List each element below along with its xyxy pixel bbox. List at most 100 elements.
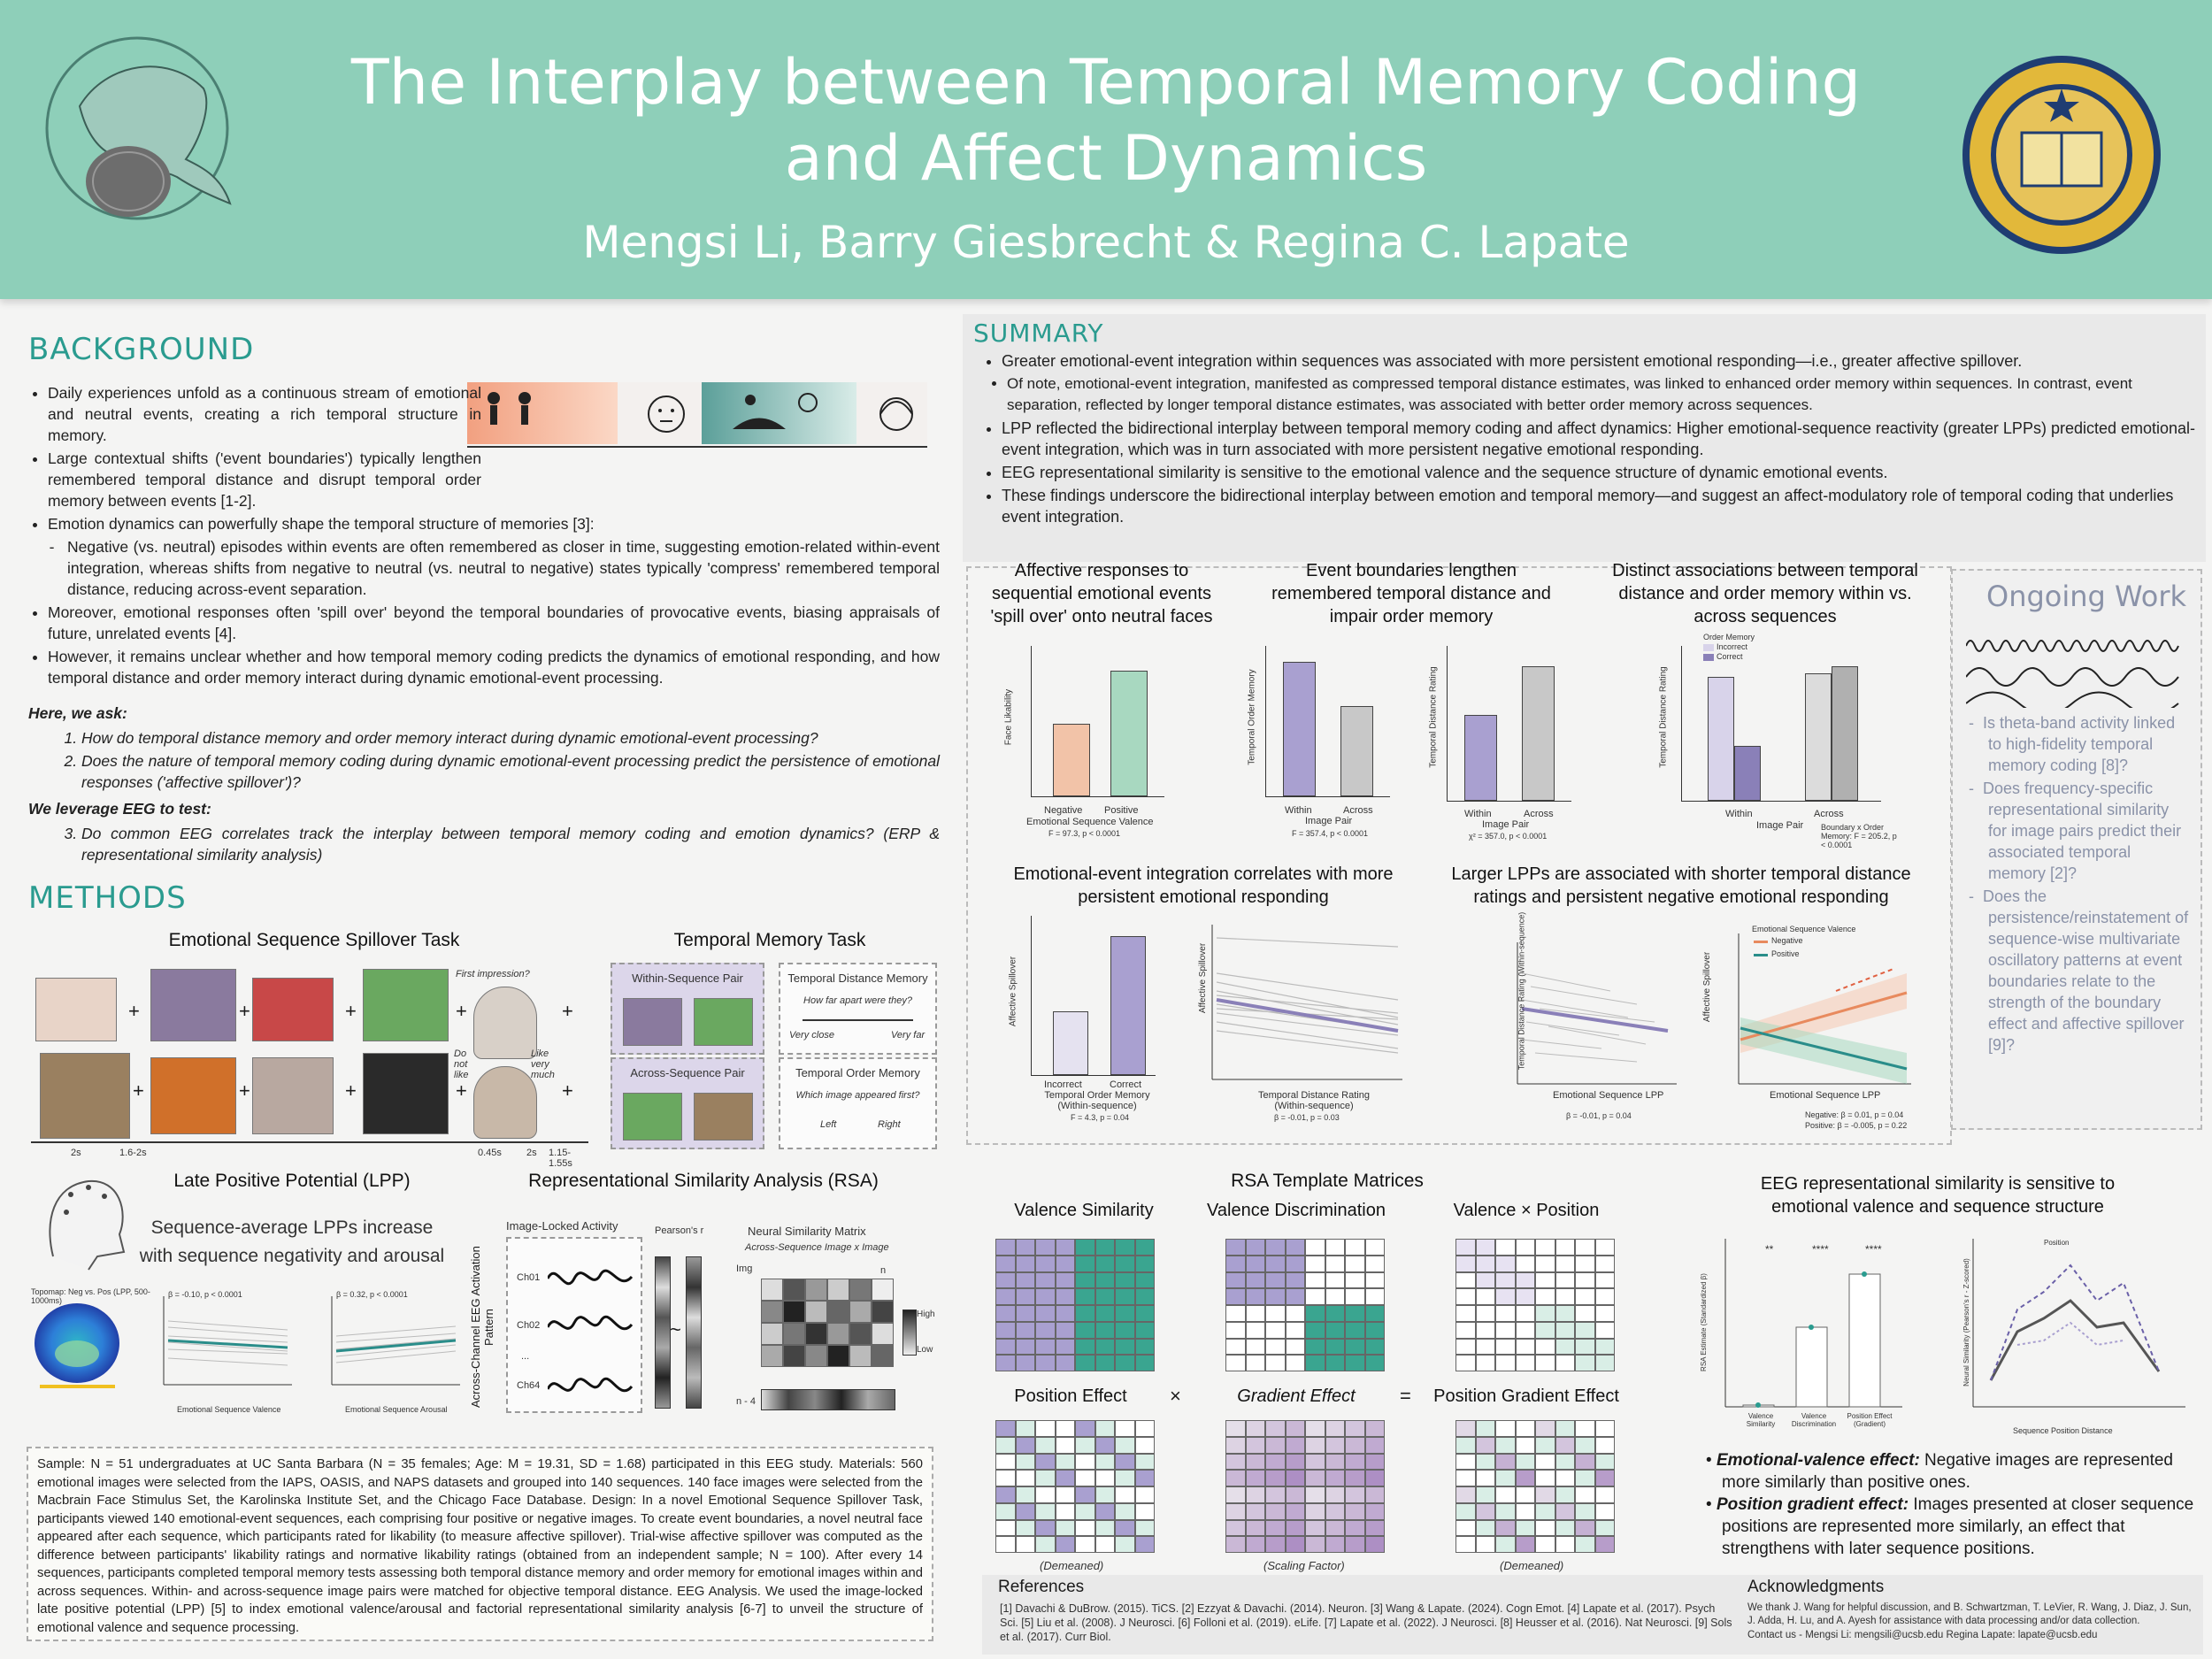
matrix-cell	[1364, 1536, 1385, 1553]
matrix-cell	[1555, 1502, 1575, 1520]
background-bullet-2: Large contextual shifts ('event boundari…	[48, 448, 481, 511]
matrix-cell	[1475, 1239, 1495, 1256]
matrix-6-title: Position Gradient Effect	[1433, 1386, 1619, 1406]
matrix-cell	[1345, 1255, 1365, 1272]
matrix-cell	[1015, 1321, 1035, 1339]
matrix-cell	[1495, 1288, 1516, 1305]
bar	[1522, 666, 1555, 801]
matrix-cell	[1015, 1239, 1035, 1256]
matrix-cell	[1364, 1338, 1385, 1356]
matrix-cell	[1134, 1255, 1155, 1272]
chart4-cat: Within	[1725, 809, 1753, 819]
matrix-cell	[1134, 1239, 1155, 1256]
matrix-cell	[1325, 1536, 1345, 1553]
background-heading: BACKGROUND	[28, 332, 255, 367]
matrix-cell	[1094, 1338, 1115, 1356]
legend-positive: Positive	[1771, 949, 1800, 958]
matrix-cell	[1325, 1271, 1345, 1289]
nsm-label: Neural Similarity Matrix	[748, 1225, 866, 1238]
background-text: Daily experiences unfold as a continuous…	[28, 382, 940, 867]
woman-face-icon	[879, 397, 913, 431]
star-label: **	[1765, 1243, 1774, 1256]
matrix-cell	[1225, 1502, 1246, 1520]
matrix-cell	[1265, 1420, 1286, 1437]
matrix-cell	[1305, 1519, 1325, 1537]
matrix-cell	[1265, 1519, 1286, 1537]
background-bullet-5: However, it remains unclear whether and …	[48, 646, 940, 688]
matrix-cell	[1345, 1453, 1365, 1471]
ongoing-item-2: - Does frequency-specific representation…	[1969, 780, 2182, 882]
matrix-cell	[1594, 1486, 1615, 1503]
matrix-cell	[1475, 1271, 1495, 1289]
ucsb-seal-icon	[1962, 56, 2161, 254]
chart8-stat-1: Negative: β = 0.01, p = 0.04	[1805, 1110, 1904, 1119]
matrix-cell	[1305, 1486, 1325, 1503]
chart2-xlabel: Image Pair	[1305, 816, 1353, 826]
matrix-cell	[1495, 1453, 1516, 1471]
matrix-cell	[1015, 1486, 1035, 1503]
matrix-cell	[1475, 1288, 1495, 1305]
matrix-cell	[1455, 1502, 1476, 1520]
matrix-cell	[1265, 1239, 1286, 1256]
eeg-bar-x: Valence Discrimination	[1791, 1412, 1837, 1428]
chart6-ylabel: Affective Spillover	[1198, 942, 1209, 1014]
matrix-cell	[1285, 1239, 1305, 1256]
finding-1-label: Emotional-valence effect:	[1716, 1451, 1920, 1470]
matrix-cell	[1515, 1271, 1535, 1289]
matrix-cell	[1455, 1305, 1476, 1322]
tom-label: Temporal Order Memory	[795, 1066, 920, 1079]
matrix-cell	[1245, 1536, 1265, 1553]
matrix-cell	[1515, 1305, 1535, 1322]
lpp-subtitle: Sequence-average LPPs increase with sequ…	[139, 1217, 445, 1266]
tdm-label: Temporal Distance Memory	[787, 972, 928, 985]
matrix-cell	[995, 1519, 1016, 1537]
matrix-cell	[1265, 1305, 1286, 1322]
lpp-stat-1: β = -0.10, p < 0.0001	[168, 1290, 242, 1299]
chart-spillover-order: Affective Spillover	[1000, 911, 1159, 1079]
spillover-task-diagram: First impression? Do not like Like very …	[31, 960, 588, 1169]
matrix-cell	[1594, 1470, 1615, 1486]
chart5-cat: Incorrect	[1044, 1079, 1082, 1090]
matrix-cell	[1345, 1305, 1365, 1322]
temporal-order-panel: Temporal Order Memory Which image appear…	[779, 1057, 937, 1149]
matrix-cell	[1055, 1321, 1075, 1339]
matrix-cell	[1535, 1453, 1555, 1471]
matrix-cell	[1305, 1536, 1325, 1553]
ack-text: We thank J. Wang for helpful discussion,…	[1747, 1602, 2192, 1626]
pearson-label: Pearson's r	[655, 1225, 704, 1236]
background-timeline-graphic	[467, 382, 927, 453]
matrix-cell	[1115, 1486, 1135, 1503]
matrix-cell	[1115, 1420, 1135, 1437]
matrix-cell	[1455, 1338, 1476, 1356]
matrix-cell	[1475, 1470, 1495, 1486]
matrix-cell	[1594, 1536, 1615, 1553]
matrix-cell	[1325, 1502, 1345, 1520]
matrix-cell	[1265, 1255, 1286, 1272]
matrix-cell	[1115, 1470, 1135, 1486]
matrix-cell	[1515, 1255, 1535, 1272]
matrix-cell	[1345, 1288, 1365, 1305]
matrix-cell	[1325, 1321, 1345, 1339]
rsa-title: Representational Similarity Analysis (RS…	[528, 1171, 879, 1191]
matrix-cell	[1265, 1470, 1286, 1486]
matrix-cell	[1455, 1239, 1476, 1256]
bar	[1053, 724, 1090, 796]
chart6-stat: β = -0.01, p = 0.03	[1274, 1113, 1340, 1122]
matrix-cell	[1515, 1239, 1535, 1256]
tom-question: Which image appeared first?	[795, 1090, 920, 1101]
matrix-cell	[1245, 1486, 1265, 1503]
matrix-cell	[1515, 1321, 1535, 1339]
matrix-4-title: Position Effect	[1014, 1386, 1127, 1406]
matrix-cell	[1285, 1536, 1305, 1553]
matrix-cell	[1265, 1355, 1286, 1371]
matrix-cell	[1115, 1338, 1135, 1356]
matrix-cell	[1594, 1420, 1615, 1437]
timing-label: 1.6-2s	[119, 1148, 147, 1158]
matrix-cell	[1134, 1271, 1155, 1289]
oscillation-icon	[1966, 640, 2179, 708]
matrix-cell	[1285, 1355, 1305, 1371]
matrix-cell	[1035, 1305, 1056, 1322]
matrix-cell	[1075, 1338, 1095, 1356]
matrix-cell	[1265, 1271, 1286, 1289]
within-pair-panel: Within-Sequence Pair	[611, 963, 764, 1055]
